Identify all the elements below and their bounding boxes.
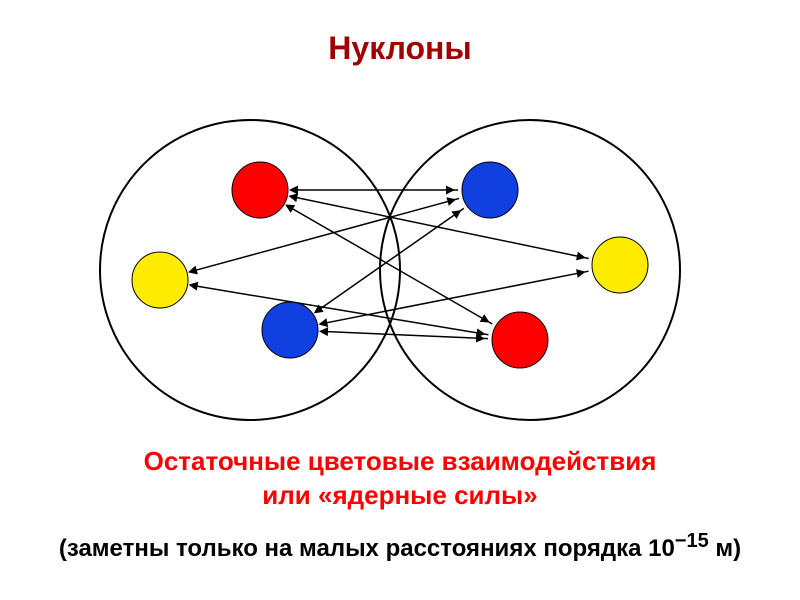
force-arrow [192,285,489,334]
quark-R_blue [462,162,518,218]
caption-exponent: −15 [675,530,709,552]
subtitle-line1: Остаточные цветовые взаимодействия [144,446,657,476]
caption-suffix: м) [709,535,741,562]
quark-L_blue [262,302,318,358]
force-arrow [291,197,588,259]
caption: (заметны только на малых расстояниях пор… [0,530,800,563]
subtitle-line2: или «ядерные силы» [262,480,537,510]
force-arrow [191,198,459,271]
quark-L_yellow [132,252,188,308]
caption-prefix: (заметны только на малых расстояниях пор… [59,535,675,562]
quark-R_yellow [592,237,648,293]
subtitle: Остаточные цветовые взаимодействия или «… [0,445,800,513]
quark-R_red [492,312,548,368]
force-arrow [316,208,464,311]
force-arrow [322,331,488,338]
quark-L_red [232,162,288,218]
